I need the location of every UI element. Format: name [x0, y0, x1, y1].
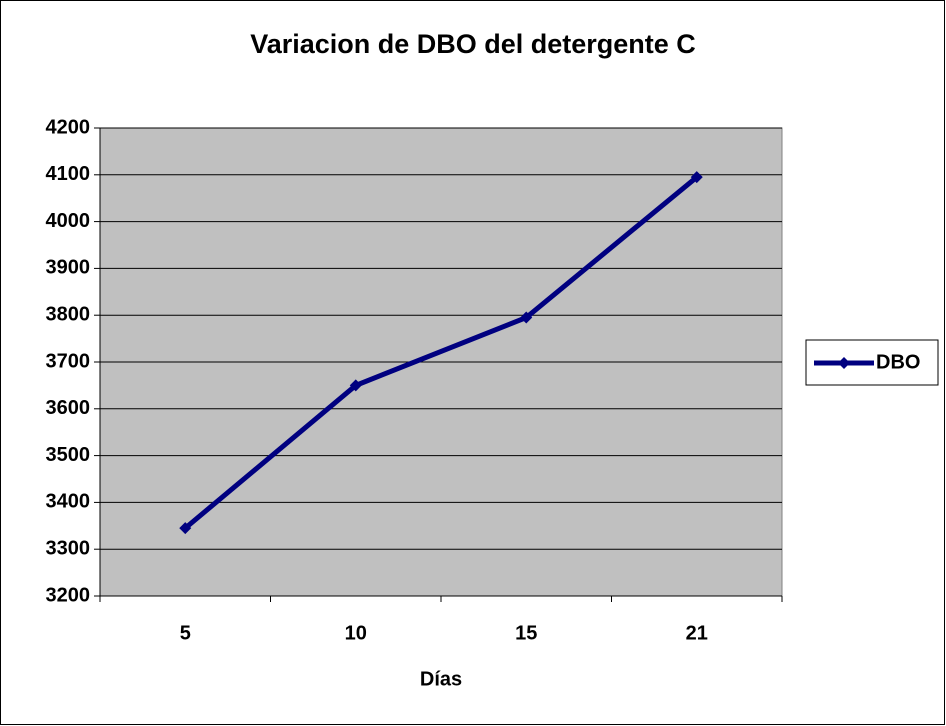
legend-label: DBO [876, 351, 920, 373]
y-tick-label: 3800 [46, 303, 91, 325]
x-tick-label: 15 [515, 622, 537, 644]
chart-title: Variacion de DBO del detergente C [250, 29, 696, 59]
data-point [690, 171, 703, 184]
y-tick-label: 3500 [46, 444, 91, 466]
y-tick-label: 4200 [46, 116, 91, 138]
y-tick-label: 3600 [46, 397, 91, 419]
x-tick-label: 10 [345, 622, 367, 644]
data-line [183, 175, 699, 531]
y-tick-label: 3400 [46, 491, 91, 513]
x-tick-label: 21 [686, 622, 708, 644]
data-point [349, 379, 362, 392]
y-tick-label: 3300 [46, 537, 91, 559]
y-tick-label: 3200 [46, 584, 91, 606]
y-tick-label: 3900 [46, 257, 91, 279]
x-tick-label: 5 [180, 622, 191, 644]
data-point [520, 311, 533, 324]
data-point [179, 522, 192, 535]
legend-marker [838, 357, 850, 369]
y-tick-label: 3700 [46, 350, 91, 372]
y-tick-label: 4000 [46, 210, 91, 232]
y-tick-label: 4100 [46, 163, 91, 185]
x-axis-title: Días [420, 668, 462, 690]
